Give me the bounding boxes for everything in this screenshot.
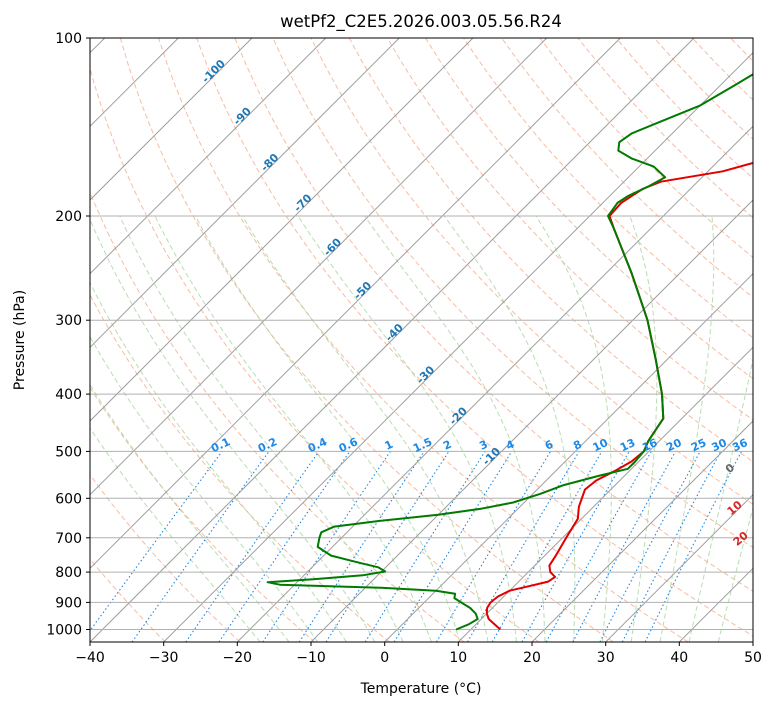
moist-adiabat bbox=[659, 215, 715, 642]
x-tick-label: 10 bbox=[449, 650, 467, 666]
x-axis: −40 −30 −20 −10 0 10 20 30 40 50 bbox=[75, 642, 762, 666]
dry-adiabat bbox=[90, 191, 465, 642]
moist-adiabat-label: 30 bbox=[751, 553, 771, 573]
moist-adiabat bbox=[688, 356, 753, 642]
mixing-ratio-line bbox=[185, 451, 320, 642]
isotherm-line bbox=[236, 125, 753, 642]
dry-adiabat bbox=[119, 38, 614, 642]
y-tick-label: 1000 bbox=[46, 623, 82, 639]
moist-adiabat bbox=[154, 215, 432, 642]
dry-adiabat bbox=[463, 38, 753, 339]
isotherm-line bbox=[310, 199, 753, 642]
isotherm-line bbox=[90, 38, 327, 275]
isotherm-line bbox=[163, 51, 753, 642]
moist-adiabat bbox=[119, 215, 404, 642]
mixing-ratio-label: 36 bbox=[730, 436, 750, 454]
mixing-ratio-line bbox=[621, 451, 722, 642]
dewpoint-line bbox=[266, 73, 753, 631]
y-tick-label: 600 bbox=[55, 491, 82, 507]
y-tick-label: 900 bbox=[55, 595, 82, 611]
mixing-ratio-line bbox=[218, 451, 351, 642]
grid-lines bbox=[90, 38, 753, 642]
moist-adiabat bbox=[629, 215, 658, 642]
mixing-ratio-label: 20 bbox=[664, 436, 684, 454]
isotherm-line bbox=[90, 38, 695, 642]
x-tick-label: 50 bbox=[744, 650, 762, 666]
mixing-ratio-line bbox=[521, 451, 630, 642]
mixing-ratio-line bbox=[90, 451, 223, 632]
y-tick-label: 400 bbox=[55, 387, 82, 403]
dry-adiabat bbox=[234, 38, 753, 592]
y-axis: 1000 900 800 700 600 500 400 300 200 100 bbox=[46, 31, 90, 639]
isotherm-line bbox=[457, 346, 753, 642]
isotherm-line bbox=[90, 38, 474, 422]
series-layer bbox=[266, 73, 753, 631]
dry-adiabat bbox=[90, 558, 166, 642]
moist-adiabat bbox=[535, 215, 612, 642]
mixing-ratio-line bbox=[325, 451, 450, 642]
mixing-ratio-label: 13 bbox=[618, 436, 637, 454]
x-tick-label: −30 bbox=[149, 650, 179, 666]
y-tick-label: 100 bbox=[55, 31, 82, 47]
dry-adiabat bbox=[272, 38, 753, 548]
mixing-ratio-label: 16 bbox=[640, 436, 660, 454]
moist-adiabat bbox=[90, 335, 319, 642]
y-tick-label: 300 bbox=[55, 313, 82, 329]
x-tick-label: −20 bbox=[223, 650, 253, 666]
isotherm-line bbox=[90, 38, 253, 201]
y-tick-label: 500 bbox=[55, 444, 82, 460]
x-tick-label: 30 bbox=[597, 650, 615, 666]
moist-adiabat bbox=[90, 218, 376, 642]
mixing-ratio-label: 10 bbox=[591, 436, 611, 454]
dry-adiabat bbox=[90, 66, 540, 642]
dry-adiabat bbox=[348, 38, 753, 463]
moist-adiabat bbox=[364, 215, 546, 642]
moist-adiabat bbox=[90, 281, 347, 642]
isotherm-line bbox=[605, 493, 753, 642]
x-tick-label: −10 bbox=[296, 650, 326, 666]
plot-frame bbox=[89, 37, 754, 643]
mixing-ratio-line bbox=[572, 451, 676, 642]
x-tick-label: 20 bbox=[523, 650, 541, 666]
mixing-ratio-line bbox=[262, 451, 391, 642]
mixing-ratio-line bbox=[298, 451, 425, 642]
mixing-ratio-label: 30 bbox=[710, 436, 730, 454]
isotherm-line bbox=[90, 38, 621, 570]
moist-adiabat bbox=[90, 427, 261, 642]
x-tick-label: 0 bbox=[380, 650, 389, 666]
isotherm-line bbox=[384, 272, 753, 642]
dry-adiabat bbox=[90, 473, 241, 642]
y-axis-label: Pressure (hPa) bbox=[12, 290, 28, 390]
y-tick-label: 200 bbox=[55, 209, 82, 225]
isotherm-line bbox=[90, 38, 400, 349]
chart-title: wetPf2_C2E5.2026.003.05.56.R24 bbox=[280, 12, 562, 32]
x-tick-label: 40 bbox=[670, 650, 688, 666]
mixing-ratio-label: 25 bbox=[689, 436, 708, 454]
x-tick-label: −40 bbox=[75, 650, 105, 666]
y-tick-label: 800 bbox=[55, 565, 82, 581]
isotherm-line bbox=[90, 38, 548, 496]
mixing-ratio-line bbox=[644, 451, 742, 642]
mixing-ratio-line bbox=[393, 451, 513, 642]
dry-adiabat bbox=[90, 293, 390, 642]
x-axis-label: Temperature (°C) bbox=[360, 681, 482, 697]
moist-adiabat bbox=[194, 215, 461, 642]
dry-adiabat bbox=[158, 38, 689, 642]
y-tick-label: 700 bbox=[55, 531, 82, 547]
isotherm-line bbox=[531, 420, 753, 642]
mixing-ratio-line bbox=[545, 451, 652, 642]
dry-adiabat bbox=[424, 38, 753, 380]
moist-adiabat bbox=[297, 215, 517, 642]
